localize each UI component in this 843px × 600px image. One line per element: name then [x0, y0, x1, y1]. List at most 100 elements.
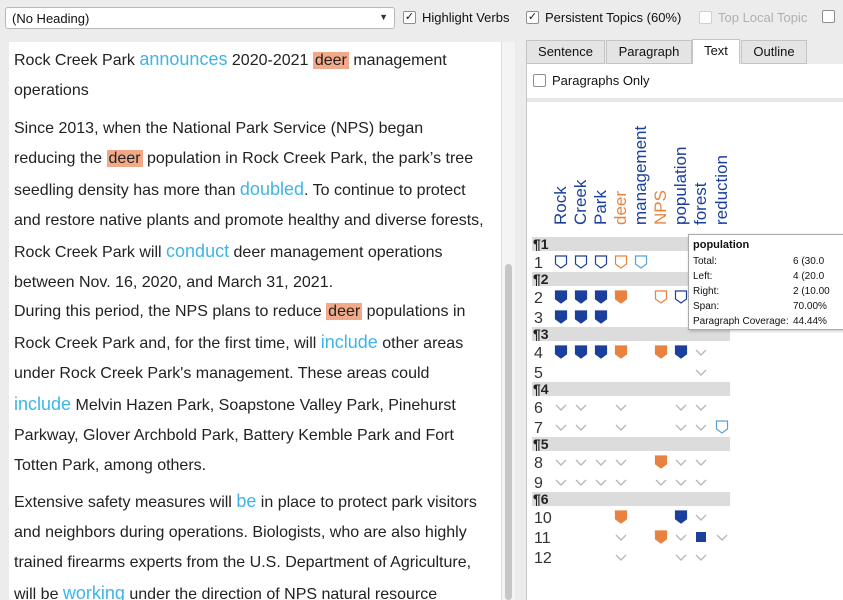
topic-marker-square — [696, 532, 706, 542]
overflow-checkbox[interactable] — [822, 10, 841, 23]
chevron-down-icon — [695, 404, 707, 411]
chevron-down-icon: ▼ — [379, 12, 388, 22]
verb-highlight[interactable]: doubled — [239, 179, 304, 199]
verb-highlight[interactable]: working — [62, 583, 125, 600]
text-paragraph: Since 2013, when the National Park Servi… — [14, 114, 484, 298]
topic-header[interactable]: management — [631, 125, 650, 225]
scrollbar-thumb[interactable] — [505, 264, 512, 600]
topic-marker-outline — [554, 255, 568, 269]
topic-tooltip: population Total: 6 (30.0 Left: 4 (20.0 Righ… — [688, 234, 843, 330]
chevron-down-icon — [595, 479, 607, 486]
sentence-number: 12 — [534, 550, 552, 567]
text-run: . To continue to protect and restore nat… — [14, 182, 484, 261]
divider — [527, 98, 843, 102]
tooltip-key: Paragraph Coverage: — [693, 316, 789, 327]
tooltip-key: Left: — [693, 271, 713, 282]
chevron-down-icon — [675, 404, 687, 411]
chevron-down-icon — [695, 514, 707, 521]
topic-header[interactable]: population — [671, 147, 690, 225]
chevron-down-icon — [555, 404, 567, 411]
text-run: in place to protect park visitors and ne… — [14, 494, 477, 600]
topic-marker-filled — [674, 510, 688, 524]
verb-highlight[interactable]: be — [236, 491, 257, 511]
topic-marker-filled — [654, 530, 668, 544]
sentence-number: 11 — [534, 530, 551, 547]
topic-grid: Rock Creek Park deer management NPS population… — [532, 125, 731, 567]
chevron-down-icon — [695, 369, 707, 376]
topic-header[interactable]: Park — [591, 190, 610, 225]
chevron-down-icon — [575, 404, 587, 411]
tab-sentence[interactable]: Sentence — [526, 40, 605, 64]
chevron-down-icon — [555, 459, 567, 466]
document-text-panel[interactable]: Rock Creek Park announces 2020-2021 deer… — [9, 42, 501, 600]
verb-highlight[interactable]: announces — [139, 49, 228, 69]
topic-marker-outline — [715, 420, 729, 434]
text-run: other areas under Rock Creek Park's mana… — [14, 335, 464, 382]
chevron-down-icon — [675, 424, 687, 431]
verb-highlight[interactable]: include — [14, 394, 72, 414]
text-paragraph: During this period, the NPS plans to red… — [14, 297, 484, 481]
text-run: Extensive safety measures will — [14, 494, 237, 511]
tooltip-title: population — [693, 239, 750, 251]
tooltip-key: Total: — [693, 256, 717, 267]
highlight-verbs-checkbox[interactable]: ✓ Highlight Verbs — [403, 10, 509, 25]
top-local-topic-checkbox[interactable]: Top Local Topic — [699, 10, 807, 25]
tooltip-value: 44.44% — [793, 316, 827, 327]
topic-marker-outline — [654, 290, 668, 304]
chevron-down-icon — [575, 459, 587, 466]
sentence-number: 9 — [534, 475, 543, 492]
paragraph-band — [532, 382, 730, 396]
topic-marker-filled — [574, 310, 588, 324]
topic-marker-filled — [614, 290, 628, 304]
chevron-down-icon — [695, 424, 707, 431]
heading-dropdown[interactable]: (No Heading) ▼ — [5, 7, 395, 29]
topic-marker-filled — [654, 345, 668, 359]
topic-marker-filled — [614, 345, 628, 359]
topic-marker-filled — [554, 345, 568, 359]
verb-highlight[interactable]: include — [320, 332, 378, 352]
topic-header[interactable]: Rock — [551, 186, 570, 225]
topic-header[interactable]: reduction — [712, 155, 731, 225]
text-run: populations in Rock Creek Park and, for … — [14, 303, 466, 352]
text-run: Since 2013, when the National Park Servi… — [14, 120, 424, 167]
topic-highlight[interactable]: deer — [106, 150, 143, 167]
topic-header[interactable]: NPS — [651, 190, 670, 225]
tab-bar: Sentence Paragraph Text Outline — [526, 39, 843, 65]
tab-outline[interactable]: Outline — [741, 40, 807, 64]
checkbox-box — [533, 74, 546, 87]
topic-highlight[interactable]: deer — [312, 52, 349, 69]
chevron-down-icon — [695, 554, 707, 561]
tooltip-row: Right: 2 (10.00 — [693, 284, 843, 299]
chevron-down-icon — [675, 534, 687, 541]
paragraph-band — [532, 237, 730, 251]
chevron-down-icon — [615, 554, 627, 561]
text-scrollbar[interactable] — [501, 42, 515, 600]
topic-marker-filled — [674, 345, 688, 359]
persistent-topics-checkbox[interactable]: ✓ Persistent Topics (60%) — [526, 10, 681, 25]
text-run: Rock Creek Park — [14, 52, 140, 69]
chevron-down-icon — [695, 479, 707, 486]
paragraph-label: ¶1 — [533, 236, 549, 252]
tab-paragraph[interactable]: Paragraph — [606, 40, 692, 64]
topic-header[interactable]: deer — [611, 191, 630, 225]
topic-header[interactable]: Creek — [571, 179, 590, 225]
verb-highlight[interactable]: conduct — [166, 241, 230, 261]
text-run: under the direction of NPS natural resou… — [124, 586, 438, 600]
paragraph-band — [532, 437, 730, 451]
chevron-down-icon — [716, 534, 728, 541]
chevron-down-icon — [595, 459, 607, 466]
chevron-down-icon — [615, 404, 627, 411]
topic-marker-outline — [594, 255, 608, 269]
topic-marker-filled — [614, 510, 628, 524]
sentence-number: 4 — [534, 345, 543, 362]
chevron-down-icon — [615, 479, 627, 486]
text-run: During this period, the NPS plans to red… — [14, 303, 327, 320]
sentence-number: 5 — [534, 365, 543, 382]
chevron-down-icon — [615, 459, 627, 466]
tooltip-row: Paragraph Coverage: 44.44% — [693, 314, 843, 329]
topic-header[interactable]: forest — [691, 182, 710, 225]
topic-highlight[interactable]: deer — [326, 303, 363, 320]
checkbox-box: ✓ — [403, 11, 416, 24]
paragraphs-only-checkbox[interactable]: Paragraphs Only — [533, 73, 650, 88]
